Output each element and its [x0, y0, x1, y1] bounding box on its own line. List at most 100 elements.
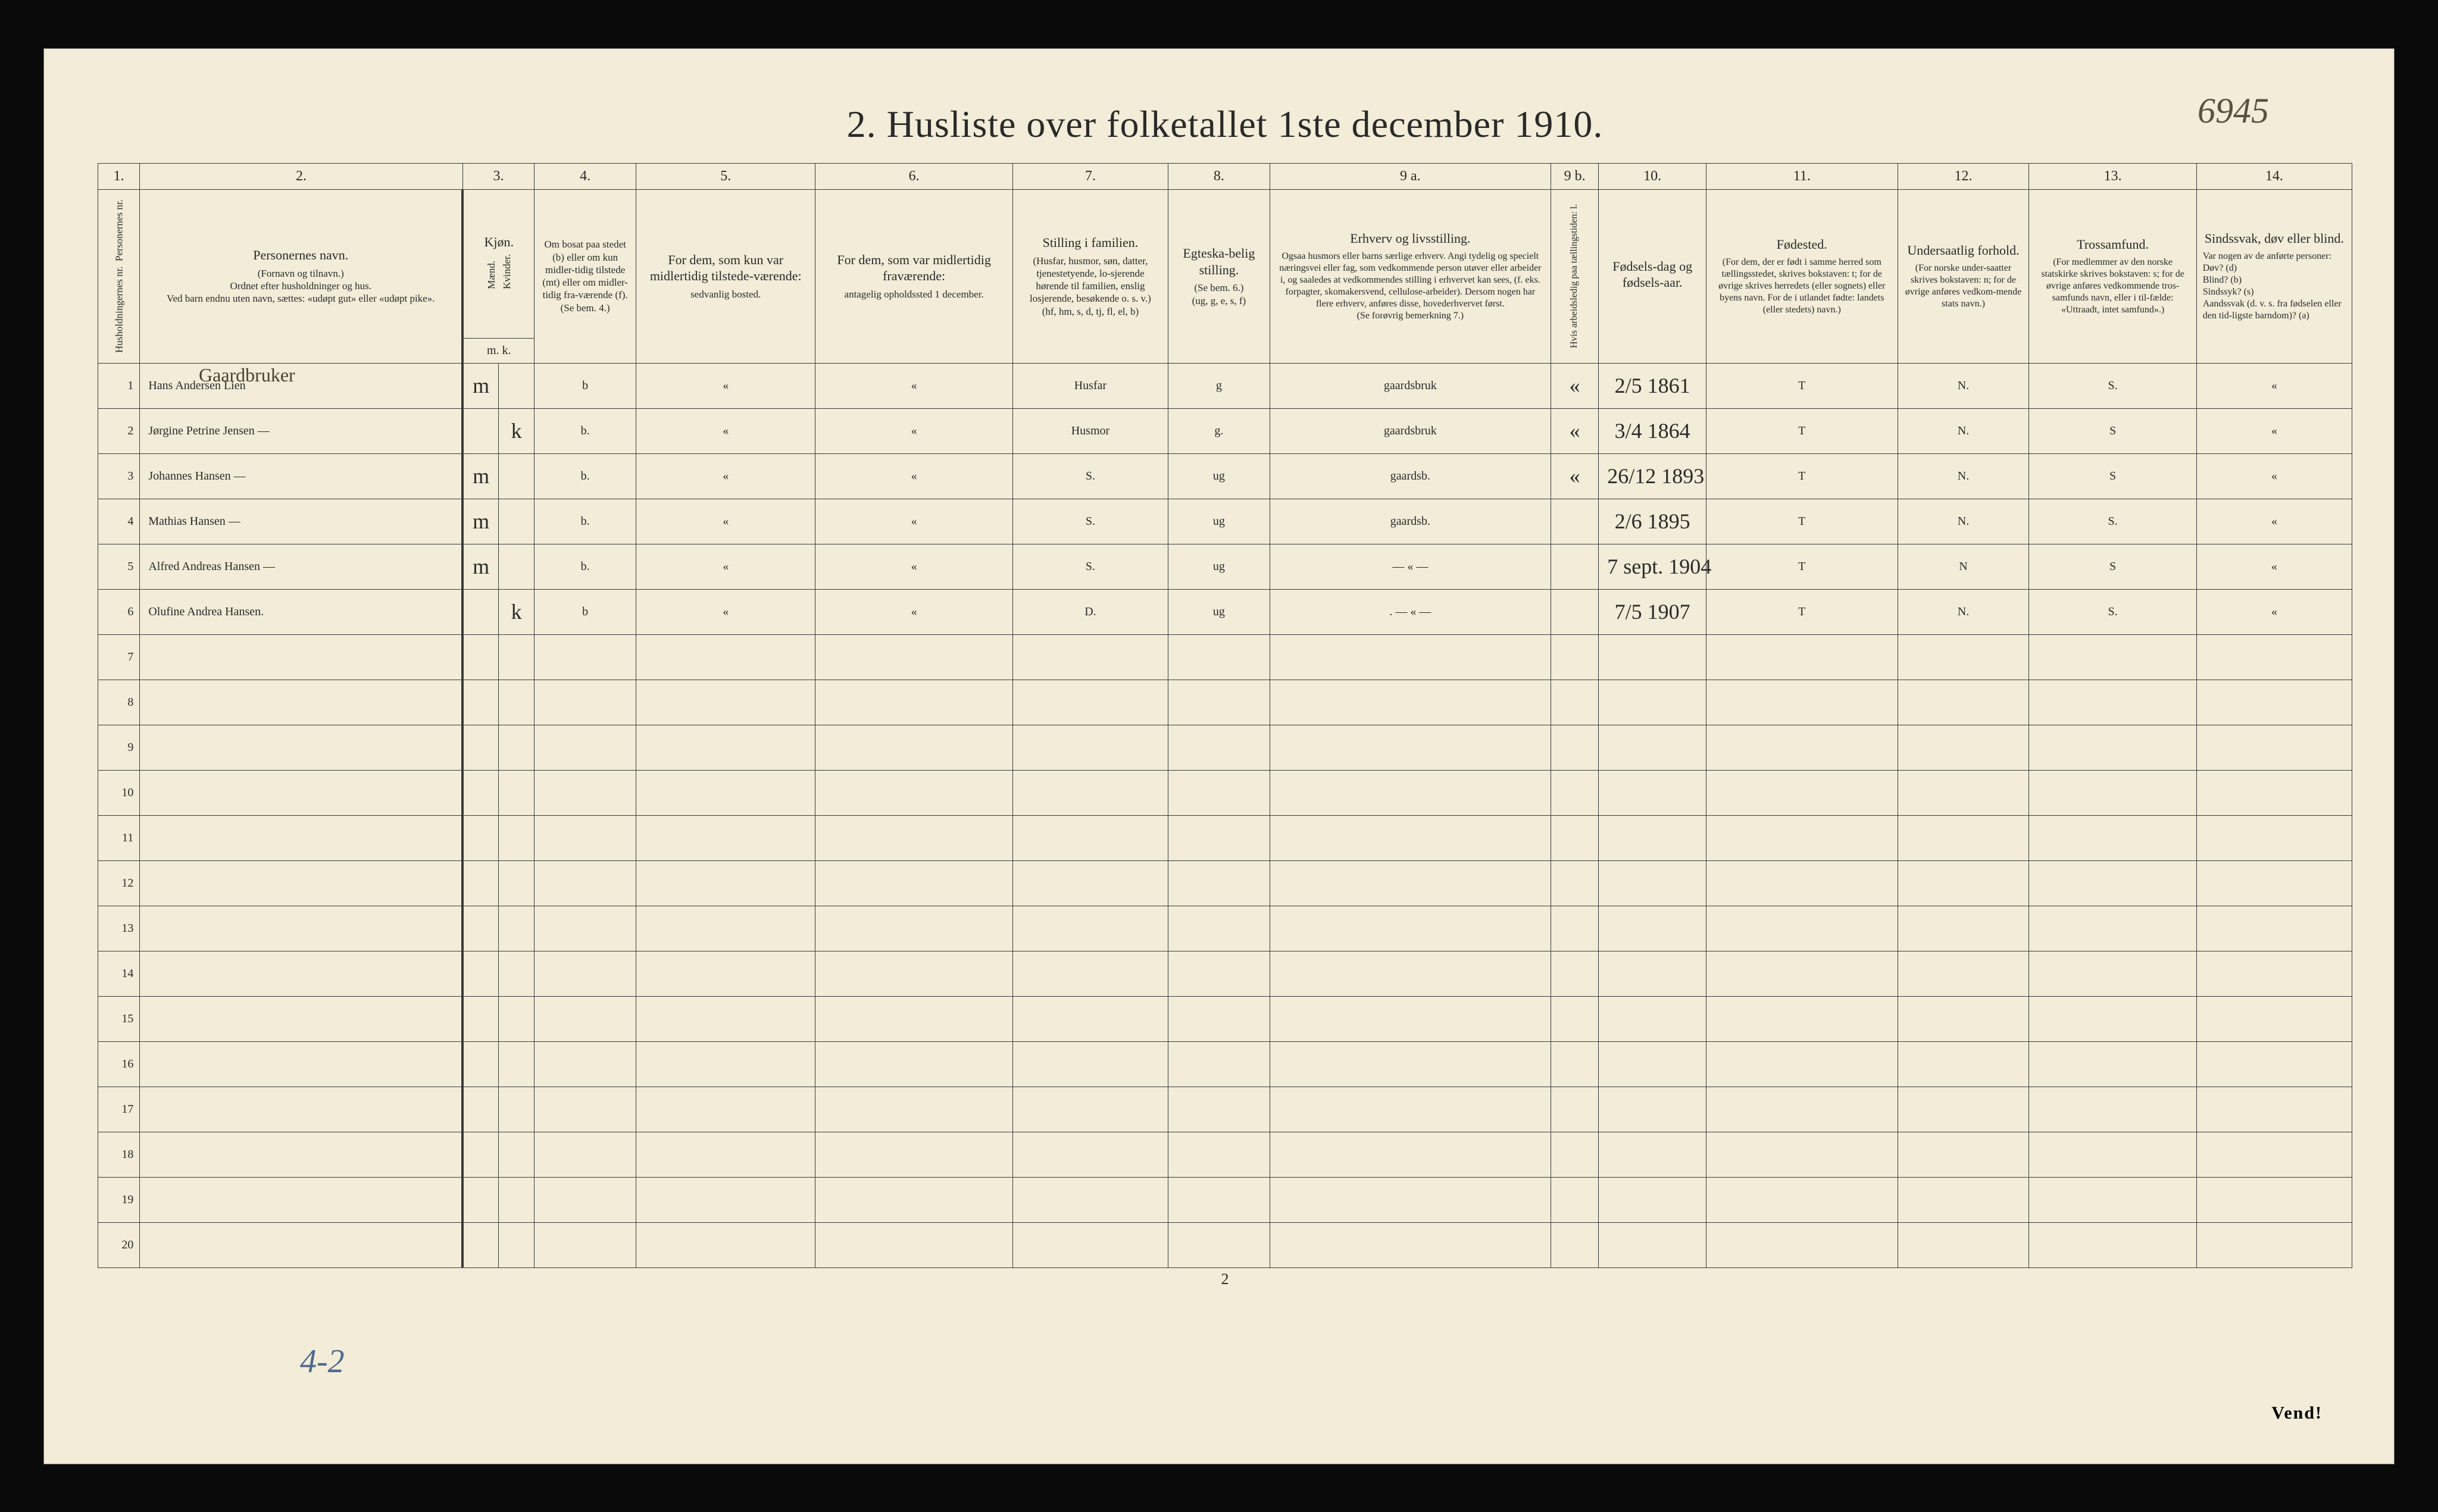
- cell-empty: [1012, 1132, 1168, 1177]
- table-row-empty: 17: [98, 1087, 2352, 1132]
- row-number: 11: [98, 815, 140, 860]
- cell-empty: [462, 815, 498, 860]
- cell-empty: [1270, 1177, 1551, 1222]
- cell-empty: [499, 1177, 535, 1222]
- cell: g: [1168, 363, 1270, 408]
- cell: b.: [535, 544, 636, 589]
- cell-empty: [499, 860, 535, 906]
- cell: T: [1706, 453, 1898, 499]
- cell: m: [462, 544, 498, 589]
- census-table: 1. 2. 3. 4. 5. 6. 7. 8. 9 a. 9 b. 10. 11…: [98, 163, 2352, 1268]
- colnum-6: 6.: [815, 163, 1012, 189]
- cell-empty: [815, 996, 1012, 1041]
- cell: 3/4 1864: [1599, 408, 1706, 453]
- cell-empty: [1898, 634, 2029, 680]
- cell-empty: [535, 996, 636, 1041]
- cell-empty: [1551, 951, 1598, 996]
- row-number: 10: [98, 770, 140, 815]
- row-number: 3: [98, 453, 140, 499]
- cell-empty: [1270, 951, 1551, 996]
- cell-empty: [140, 1087, 462, 1132]
- census-page: 6945 2. Husliste over folketallet 1ste d…: [43, 48, 2395, 1464]
- cell: Husfar: [1012, 363, 1168, 408]
- cell-empty: [1012, 860, 1168, 906]
- cell-empty: [1898, 906, 2029, 951]
- cell-empty: [1168, 1087, 1270, 1132]
- cell-empty: [1599, 1177, 1706, 1222]
- cell-empty: [1012, 1087, 1168, 1132]
- cell-empty: [140, 1132, 462, 1177]
- table-row: 1Hans Andersen Lienmb««Husfarggaardsbruk…: [98, 363, 2352, 408]
- cell-empty: [535, 1177, 636, 1222]
- cell-empty: [1270, 996, 1551, 1041]
- colnum-7: 7.: [1012, 163, 1168, 189]
- cell-empty: [636, 1132, 815, 1177]
- cell: «: [2196, 499, 2352, 544]
- cell-empty: [2029, 906, 2196, 951]
- cell-empty: [815, 906, 1012, 951]
- cell-empty: [1551, 1087, 1598, 1132]
- cell-empty: [140, 725, 462, 770]
- colnum-2: 2.: [140, 163, 462, 189]
- cell: «: [2196, 544, 2352, 589]
- cell: 7/5 1907: [1599, 589, 1706, 634]
- cell: — « —: [1270, 544, 1551, 589]
- role-annotation: Gaardbruker: [199, 364, 295, 386]
- cell-empty: [1551, 1041, 1598, 1087]
- cell-empty: [815, 1222, 1012, 1267]
- cell-empty: [1898, 1222, 2029, 1267]
- cell-empty: [1551, 815, 1598, 860]
- cell-empty: [1898, 860, 2029, 906]
- cell: «: [2196, 363, 2352, 408]
- top-right-annotation: 6945: [2198, 90, 2269, 132]
- cell: S.: [1012, 499, 1168, 544]
- cell: gaardsb.: [1270, 453, 1551, 499]
- cell-empty: [1270, 860, 1551, 906]
- cell-empty: [1012, 996, 1168, 1041]
- hdr-sex: Kjøn. Mænd. Kvinder.: [462, 189, 535, 338]
- hdr-fodested: Fødested. (For dem, der er født i samme …: [1706, 189, 1898, 363]
- hdr-erhverv: Erhverv og livsstilling. Ogsaa husmors e…: [1270, 189, 1551, 363]
- cell: S.: [1012, 453, 1168, 499]
- cell: [462, 408, 498, 453]
- cell-empty: [1599, 770, 1706, 815]
- cell-empty: [1012, 906, 1168, 951]
- cell-empty: [1599, 1041, 1706, 1087]
- cell-empty: [462, 680, 498, 725]
- cell-empty: [1012, 634, 1168, 680]
- cell: «: [636, 499, 815, 544]
- hdr-tros: Trossamfund. (For medlemmer av den norsk…: [2029, 189, 2196, 363]
- table-head: 1. 2. 3. 4. 5. 6. 7. 8. 9 a. 9 b. 10. 11…: [98, 163, 2352, 363]
- cell: 7 sept. 1904: [1599, 544, 1706, 589]
- cell: b.: [535, 499, 636, 544]
- hdr-name: Personernes navn. (Fornavn og tilnavn.) …: [140, 189, 462, 363]
- cell-empty: [140, 951, 462, 996]
- cell: «: [815, 408, 1012, 453]
- cell: S.: [2029, 499, 2196, 544]
- cell: S.: [1012, 544, 1168, 589]
- cell-empty: [535, 951, 636, 996]
- cell-empty: [1898, 951, 2029, 996]
- colnum-5: 5.: [636, 163, 815, 189]
- cell-empty: [462, 1177, 498, 1222]
- row-number: 4: [98, 499, 140, 544]
- cell-empty: [2029, 996, 2196, 1041]
- cell: «: [1551, 408, 1598, 453]
- row-number: 5: [98, 544, 140, 589]
- cell-empty: [1599, 1087, 1706, 1132]
- cell-empty: [1706, 996, 1898, 1041]
- cell-empty: [499, 951, 535, 996]
- cell-empty: [462, 906, 498, 951]
- cell: T: [1706, 589, 1898, 634]
- table-row-empty: 15: [98, 996, 2352, 1041]
- cell-empty: [1168, 860, 1270, 906]
- cell-empty: [815, 1087, 1012, 1132]
- cell: [1551, 544, 1598, 589]
- table-row-empty: 9: [98, 725, 2352, 770]
- cell: . — « —: [1270, 589, 1551, 634]
- cell-empty: [1012, 1222, 1168, 1267]
- table-row-empty: 16: [98, 1041, 2352, 1087]
- cell-empty: [1012, 815, 1168, 860]
- pencil-annotation: 4-2: [300, 1342, 345, 1380]
- colnum-1: 1.: [98, 163, 140, 189]
